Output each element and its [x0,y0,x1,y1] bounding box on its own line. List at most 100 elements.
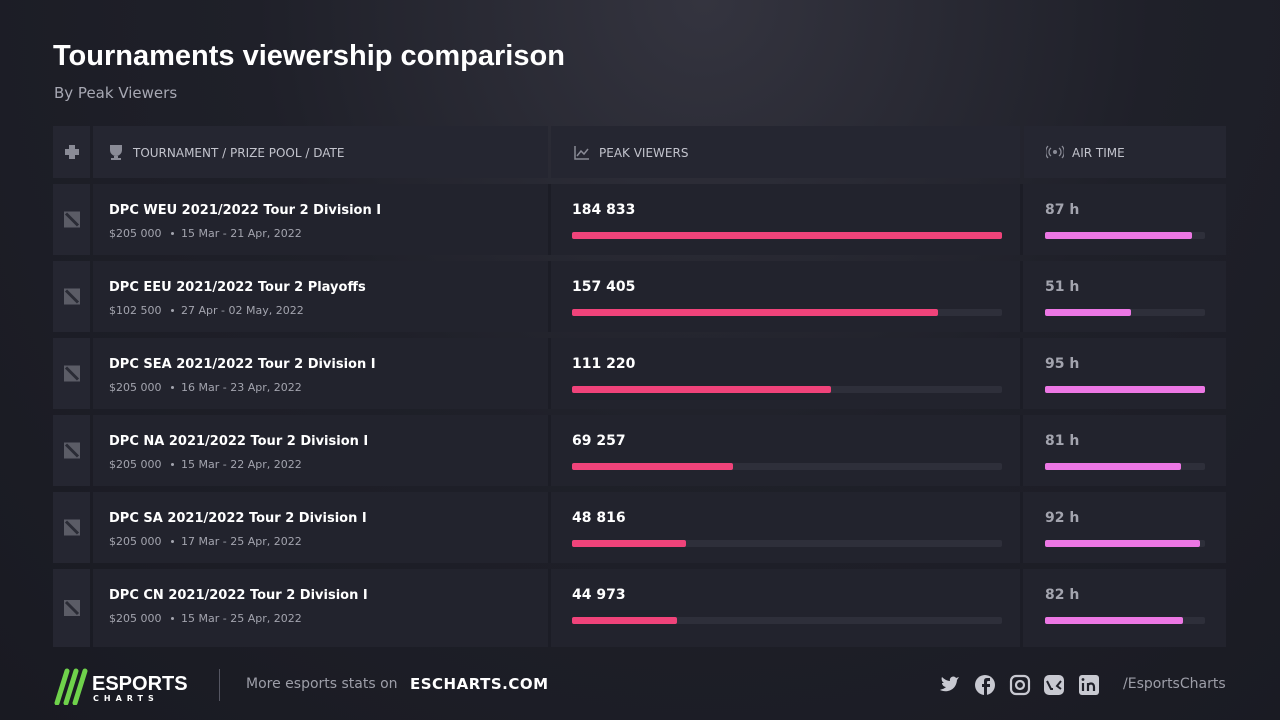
peak-viewers: 44 973 [572,587,626,603]
column-divider [1020,569,1023,647]
prize-pool: $205 000 [109,381,162,394]
peak-viewers-bar [572,309,939,316]
air-time-bar [1045,463,1182,470]
tournament-name: DPC NA 2021/2022 Tour 2 Division I [109,434,369,449]
logo-subtext: CHARTS [93,694,159,703]
date-range: 15 Mar - 25 Apr, 2022 [181,612,302,625]
air-time: 51 h [1045,279,1080,295]
column-divider [548,569,551,647]
bar-track [572,617,1002,624]
peak-viewers-bar [572,540,686,547]
header-icon-cell [53,126,90,178]
tournament-name: DPC CN 2021/2022 Tour 2 Division I [109,588,368,603]
column-header: TOURNAMENT / PRIZE POOL / DATE [133,146,345,160]
column-header: AIR TIME [1072,146,1125,160]
date-range: 15 Mar - 21 Apr, 2022 [181,227,302,240]
column-divider [548,492,551,563]
twitter-icon[interactable] [940,676,959,692]
promo-text: More esports stats on [246,676,398,692]
logo-mark [54,668,88,705]
prize-pool: $205 000 [109,612,162,625]
bar-track [1045,386,1205,393]
peak-viewers: 111 220 [572,356,636,372]
air-time-bar [1045,540,1200,547]
game-icon-cell [53,338,90,409]
game-icon [64,288,80,305]
trophy-icon [110,145,122,160]
game-icon [64,365,80,382]
tournament-name: DPC EEU 2021/2022 Tour 2 Playoffs [109,280,366,295]
air-time: 81 h [1045,433,1080,449]
tournament-name: DPC SEA 2021/2022 Tour 2 Division I [109,357,376,372]
game-icon-cell [53,184,90,255]
logo-text: ESPORTS [92,673,188,695]
column-divider [1020,492,1023,563]
column-divider [1020,261,1023,332]
date-range: 27 Apr - 02 May, 2022 [181,304,304,317]
table-row: DPC WEU 2021/2022 Tour 2 Division I $205 … [93,184,1226,255]
peak-viewers: 157 405 [572,279,636,295]
prize-pool: $205 000 [109,535,162,548]
peak-viewers: 69 257 [572,433,626,449]
air-time-bar [1045,232,1192,239]
site-link[interactable]: ESCHARTS.COM [410,675,549,693]
air-time-bar [1045,386,1205,393]
tournament-name: DPC SA 2021/2022 Tour 2 Division I [109,511,367,526]
divider [219,669,220,701]
game-icon [64,519,80,536]
bar-track [1045,232,1205,239]
broadcast-icon [1046,145,1064,159]
column-divider [548,261,551,332]
separator-dot [171,232,174,235]
table-row: DPC CN 2021/2022 Tour 2 Division I $205 0… [93,569,1226,647]
bar-track [572,232,1002,239]
instagram-icon[interactable] [1009,674,1031,696]
separator-dot [171,540,174,543]
bar-track [1045,309,1205,316]
air-time: 95 h [1045,356,1080,372]
table-row: DPC NA 2021/2022 Tour 2 Division I $205 0… [93,415,1226,486]
date-range: 16 Mar - 23 Apr, 2022 [181,381,302,394]
peak-viewers-bar [572,232,1002,239]
bar-track [1045,617,1205,624]
peak-viewers-bar [572,386,831,393]
subtitle: By Peak Viewers [54,84,178,102]
bar-track [1045,463,1205,470]
air-time: 92 h [1045,510,1080,526]
game-icon [64,600,80,616]
bar-track [572,309,1002,316]
bar-track [572,540,1002,547]
separator-dot [171,463,174,466]
air-time-bar [1045,617,1184,624]
social-handle: /EsportsCharts [1123,676,1226,692]
bar-track [572,463,1002,470]
air-time: 87 h [1045,202,1080,218]
prize-pool: $102 500 [109,304,162,317]
separator-dot [171,617,174,620]
column-divider [548,415,551,486]
title: Tournaments viewership comparison [53,40,565,72]
separator-dot [171,309,174,312]
peak-viewers-bar [572,617,677,624]
tournament-name: DPC WEU 2021/2022 Tour 2 Division I [109,203,382,218]
prize-pool: $205 000 [109,458,162,471]
separator-dot [171,386,174,389]
social-icons [940,674,1099,696]
chart-icon [574,146,589,160]
game-icon [64,442,80,459]
header-cell: TOURNAMENT / PRIZE POOL / DATE [93,126,548,178]
column-divider [548,338,551,409]
table-row: DPC EEU 2021/2022 Tour 2 Playoffs $102 50… [93,261,1226,332]
gamepad-icon [65,145,79,159]
game-icon [64,211,80,228]
vk-icon[interactable] [1044,675,1064,695]
peak-viewers: 184 833 [572,202,636,218]
bar-track [572,386,1002,393]
game-icon-cell [53,261,90,332]
header-cell: PEAK VIEWERS [551,126,1020,178]
prize-pool: $205 000 [109,227,162,240]
date-range: 17 Mar - 25 Apr, 2022 [181,535,302,548]
column-header: PEAK VIEWERS [599,146,689,160]
air-time-bar [1045,309,1131,316]
